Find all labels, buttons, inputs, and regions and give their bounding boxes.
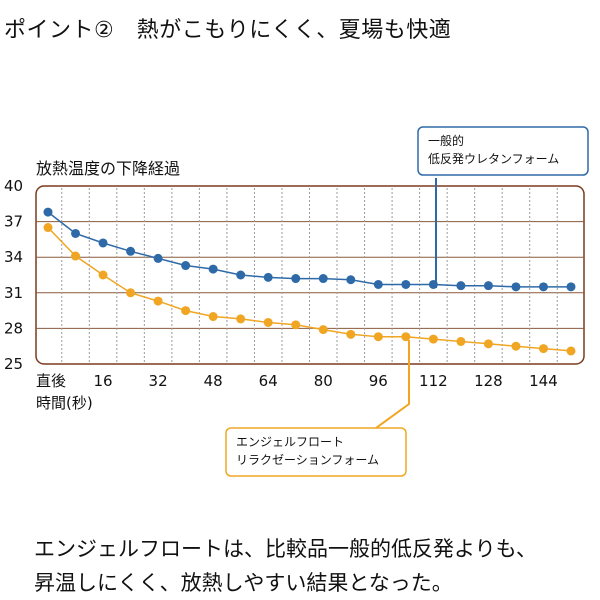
data-point [98, 270, 108, 280]
data-point [456, 336, 466, 346]
y-axis: 40 37 34 31 28 25 [4, 177, 23, 373]
data-point [71, 228, 81, 238]
data-point [483, 281, 493, 291]
series-line-1 [47, 211, 571, 288]
callout-blue-line1: 一般的 [428, 133, 464, 148]
data-point [71, 251, 81, 261]
data-point [456, 281, 466, 291]
x-axis-label: 時間(秒) [36, 394, 93, 412]
callout-orange-leader [375, 340, 410, 429]
data-point [153, 296, 163, 306]
x-tick-label: 144 [529, 372, 558, 390]
data-point [208, 264, 218, 274]
data-point [43, 223, 53, 233]
page-title: ポイント② 熱がこもりにくく、夏場も快適 [4, 18, 452, 43]
data-point [181, 261, 191, 271]
y-tick-label: 40 [4, 177, 23, 195]
data-point [208, 312, 218, 322]
data-point [566, 282, 576, 292]
data-point [291, 320, 301, 330]
x-axis: 16 32 48 64 80 96 112 128 144 [94, 372, 558, 390]
x-tick-label: 64 [259, 372, 278, 390]
data-point [373, 279, 383, 289]
data-point [291, 274, 301, 284]
data-point [126, 288, 136, 298]
data-point [126, 246, 136, 256]
y-tick-label: 31 [4, 284, 23, 302]
data-point [346, 329, 356, 339]
series-line-2 [47, 226, 572, 352]
y-tick-label: 25 [4, 355, 23, 373]
x-tick-label: 128 [474, 372, 503, 390]
data-point [483, 339, 493, 349]
data-point [318, 325, 328, 335]
data-point [43, 207, 53, 217]
x-tick-label: 16 [94, 372, 113, 390]
series-points [43, 207, 576, 356]
data-point [401, 279, 411, 289]
conclusion-text: エンジェルフロートは、比較品一般的低反発よりも、 昇温しにくく、放熱しやすい結果… [34, 532, 537, 600]
data-point [511, 282, 521, 292]
x-first-label: 直後 [36, 372, 66, 390]
callout-orange-line1: エンジェルフロート [236, 435, 344, 449]
plot-frame [35, 185, 585, 365]
y-tick-label: 28 [4, 319, 23, 337]
data-point [263, 272, 273, 282]
y-tick-label: 34 [4, 248, 23, 266]
data-point [566, 346, 576, 356]
data-point [98, 238, 108, 248]
grid [36, 188, 584, 362]
data-point [153, 253, 163, 263]
x-tick-label: 96 [369, 372, 388, 390]
callout-orange: エンジェルフロート リラクゼーションフォーム [225, 340, 410, 477]
x-tick-label: 80 [314, 372, 333, 390]
data-point [538, 282, 548, 292]
chart-title: 放熱温度の下降経過 [36, 159, 180, 178]
callout-blue: 一般的 低反発ウレタンフォーム [417, 126, 589, 288]
data-point [263, 317, 273, 327]
x-tick-label: 48 [204, 372, 223, 390]
data-point [538, 344, 548, 354]
data-point [511, 341, 521, 351]
callout-blue-line2: 低反発ウレタンフォーム [428, 152, 559, 166]
data-point [401, 332, 411, 342]
y-tick-label: 37 [4, 213, 23, 231]
callout-blue-box [417, 126, 589, 176]
data-point [373, 332, 383, 342]
data-point [346, 275, 356, 285]
data-point [428, 334, 438, 344]
data-point [236, 270, 246, 280]
conclusion-line-2: 昇温しにくく、放熱しやすい結果となった。 [34, 571, 453, 595]
data-point [318, 274, 328, 284]
conclusion-line-1: エンジェルフロートは、比較品一般的低反発よりも、 [34, 537, 537, 561]
series-lines [47, 211, 572, 352]
x-tick-label: 112 [419, 372, 448, 390]
x-tick-label: 32 [149, 372, 168, 390]
data-point [181, 306, 191, 316]
data-point [236, 314, 246, 324]
callout-orange-box [225, 427, 407, 477]
callout-orange-line2: リラクゼーションフォーム [236, 453, 379, 467]
